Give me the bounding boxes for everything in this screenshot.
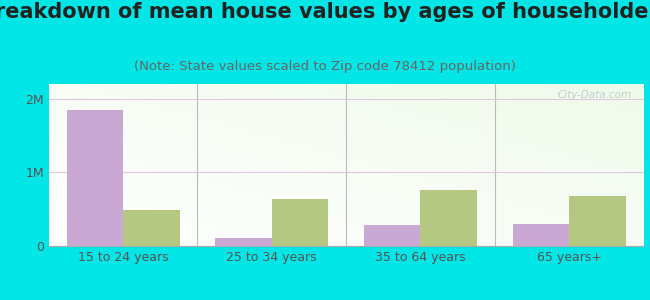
Bar <box>123 210 179 246</box>
Text: (Note: State values scaled to Zip code 78412 population): (Note: State values scaled to Zip code 7… <box>134 60 516 73</box>
Bar <box>66 110 123 246</box>
Text: Breakdown of mean house values by ages of householders: Breakdown of mean house values by ages o… <box>0 2 650 22</box>
Bar <box>421 190 477 246</box>
Bar <box>215 238 272 246</box>
Text: City-Data.com: City-Data.com <box>558 91 632 100</box>
Bar <box>272 199 328 246</box>
Bar <box>513 224 569 246</box>
Legend: Zip code 78412, Texas: Zip code 78412, Texas <box>226 298 466 300</box>
Bar <box>364 225 421 246</box>
Bar <box>569 196 626 246</box>
